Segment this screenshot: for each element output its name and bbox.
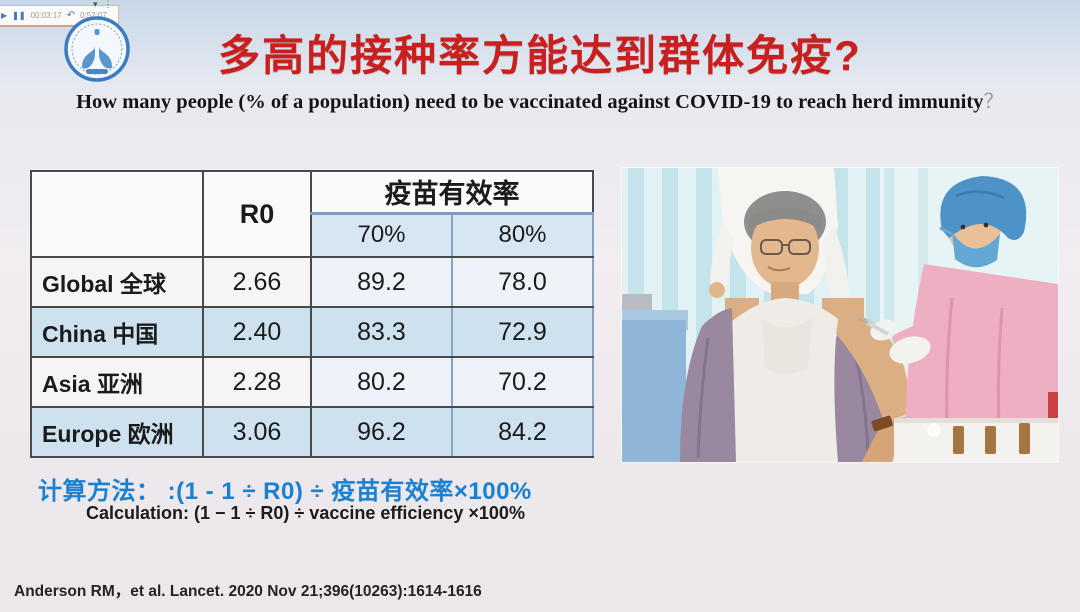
row-label: Global 全球	[30, 256, 204, 308]
play-icon[interactable]: ▶	[1, 10, 8, 20]
subtitle-question-mark: ？	[983, 91, 1004, 113]
row-label: Europe 欧洲	[30, 406, 204, 458]
slide-title: 多高的接种率方能达到群体免疫?	[218, 32, 862, 79]
replay-icon[interactable]: ↶	[66, 9, 76, 21]
clock-time: 0:52:07	[80, 11, 107, 20]
more-dots-icon[interactable]: ⋮	[103, 0, 113, 9]
column-header-r0: R0	[202, 170, 312, 258]
r0-value: 2.66	[202, 256, 312, 308]
r0-value: 2.40	[202, 306, 312, 358]
pause-icon[interactable]: ❚❚	[12, 10, 26, 20]
reference-citation: Anderson RM，et al. Lancet. 2020 Nov 21;3…	[14, 583, 482, 600]
elapsed-time: 00:03:17	[30, 11, 62, 20]
eff70-value: 80.2	[310, 356, 453, 408]
eff80-value: 78.0	[451, 256, 594, 308]
eff80-value: 72.9	[451, 306, 594, 358]
slide-subtitle: How many people (% of a population) need…	[0, 84, 1080, 114]
table-row-china: China 中国 2.40 83.3 72.9	[30, 306, 594, 358]
row-label: China 中国	[30, 306, 204, 358]
table-row-global: Global 全球 2.66 89.2 78.0	[30, 256, 594, 308]
column-header-efficacy: 疫苗有效率	[310, 170, 594, 214]
vaccination-photo	[622, 168, 1058, 462]
chevron-down-icon[interactable]: ▾	[93, 0, 98, 9]
subtitle-text: How many people (% of a population) need…	[76, 91, 984, 113]
table-row-europe: Europe 欧洲 3.06 96.2 84.2	[30, 406, 594, 458]
eff70-value: 89.2	[310, 256, 453, 308]
player-bar-menu[interactable]: ▾ ⋮	[93, 0, 113, 10]
eff70-value: 96.2	[310, 406, 453, 458]
eff70-value: 83.3	[310, 306, 453, 358]
table-row-asia: Asia 亚洲 2.28 80.2 70.2	[30, 356, 594, 408]
institute-lungs-logo	[64, 16, 130, 82]
column-header-70: 70%	[310, 211, 453, 258]
r0-value: 3.06	[202, 406, 312, 458]
eff80-value: 70.2	[451, 356, 594, 408]
eff80-value: 84.2	[451, 406, 594, 458]
calculation-formula-en: Calculation: (1 − 1 ÷ R0) ÷ vaccine effi…	[86, 503, 525, 523]
herd-immunity-table: R0 疫苗有效率 70% 80% Global 全球 2.66 89.2 78.…	[30, 170, 594, 458]
table-corner-cell	[30, 170, 204, 258]
r0-value: 2.28	[202, 356, 312, 408]
row-label: Asia 亚洲	[30, 356, 204, 408]
calculation-formula-zh: 计算方法： :(1 - 1 ÷ R0) ÷ 疫苗有效率×100%	[38, 478, 532, 505]
column-header-80: 80%	[451, 211, 594, 258]
